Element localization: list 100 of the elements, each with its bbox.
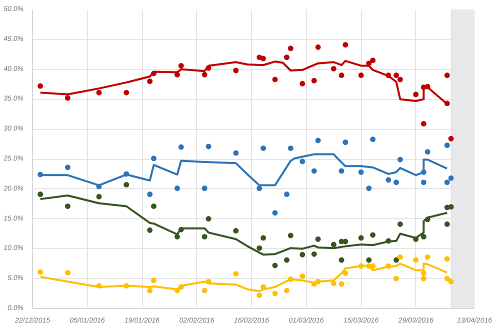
point [288,145,294,151]
point [96,194,102,200]
point [272,262,278,268]
point [358,72,364,78]
point [338,72,344,78]
point [124,182,130,188]
point [272,290,278,296]
point [444,276,450,282]
point [300,158,306,164]
point [330,66,336,72]
point [174,288,180,294]
point [420,120,426,126]
point [311,78,317,84]
point [272,76,278,82]
point [444,256,450,262]
point [260,56,266,62]
point [386,263,392,269]
point [256,186,262,192]
point [147,78,153,84]
point [64,95,70,101]
point [420,234,426,240]
point [174,234,180,240]
point [300,80,306,86]
point [358,235,364,241]
point [342,42,348,48]
point [256,292,262,298]
point [300,273,306,279]
point [64,203,70,209]
point [202,72,208,78]
point [444,221,450,227]
point [206,216,212,222]
point [147,192,153,198]
point [178,284,184,290]
point [284,192,290,198]
point [413,257,419,263]
point [420,180,426,186]
point [174,186,180,192]
point [151,156,157,162]
point [311,281,317,287]
point [206,278,212,284]
point [386,72,392,78]
point [413,92,419,98]
point [394,72,400,78]
point [342,270,348,276]
point [151,203,157,209]
point [147,227,153,233]
point [233,68,239,74]
point [386,177,392,183]
point [233,150,239,156]
point [338,168,344,174]
point [272,210,278,216]
point [366,257,372,263]
point [366,186,372,192]
point [444,72,450,78]
point [288,46,294,52]
point [370,136,376,142]
point [394,180,400,186]
point [260,145,266,151]
point [358,263,364,269]
point [342,140,348,145]
point [96,283,102,289]
point [448,136,454,142]
point [370,232,376,238]
point [174,72,180,78]
point [424,216,430,222]
point [124,283,130,289]
point [420,169,426,175]
point [366,60,372,66]
point [206,65,212,71]
point [330,242,336,248]
point [202,234,208,240]
point [38,83,44,89]
point [206,144,212,150]
point [397,254,403,260]
point [288,276,294,282]
point [284,288,290,294]
point [330,280,336,286]
point [338,281,344,287]
point [147,288,153,294]
point [124,171,130,177]
point [202,186,208,192]
point [394,257,400,263]
point [315,278,321,284]
point [315,44,321,50]
point [448,278,454,284]
line-series [39,194,448,256]
point [64,270,70,276]
point [96,90,102,96]
point [420,270,426,276]
point [178,144,184,150]
point [424,254,430,260]
point [397,156,403,162]
point [233,228,239,234]
point [96,184,102,190]
point [386,238,392,244]
point [300,252,306,258]
point [202,288,208,294]
point [233,271,239,277]
point [288,232,294,238]
point [448,204,454,210]
